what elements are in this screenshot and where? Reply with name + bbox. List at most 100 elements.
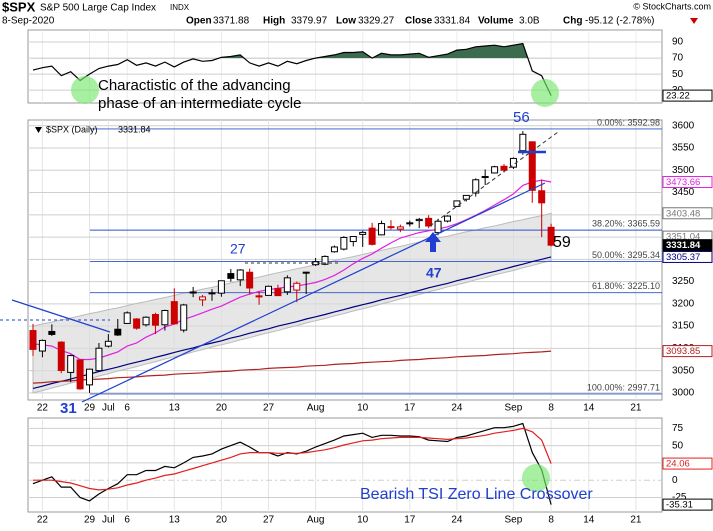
candle-body [302, 271, 310, 274]
candle-body [500, 165, 508, 171]
candle-body [462, 194, 470, 200]
x-tick-label: 8 [548, 515, 554, 526]
indicator-line [32, 42, 552, 96]
x-tick-label: 21 [630, 515, 642, 526]
y-tick-label: 3200 [672, 298, 695, 309]
fib-label: 50.00%: 3295.34 [592, 250, 660, 260]
candle-body [283, 277, 291, 293]
x-tick-label: 24 [451, 403, 463, 414]
candle-body [274, 288, 282, 297]
legend-value: 3331.84 [118, 124, 151, 134]
fib-label: 38.20%: 3365.59 [592, 219, 660, 229]
candle-body [453, 200, 461, 207]
x-tick-label: 20 [216, 515, 228, 526]
wave-label: 47 [426, 265, 442, 281]
volume-value: 3.0B [519, 16, 540, 27]
candle-body [114, 328, 122, 336]
copyright: © StockCharts.com [633, 1, 711, 11]
candle-body [142, 316, 150, 326]
candle-body [293, 282, 301, 291]
candle-body [104, 340, 112, 347]
value-tag [662, 498, 713, 511]
x-tick-label: Jul [102, 403, 115, 414]
y-tick-label: 0 [672, 475, 678, 486]
x-tick-label: 22 [37, 515, 49, 526]
candle-body [434, 220, 442, 234]
candle-body [538, 190, 546, 204]
exchange: INDX [170, 3, 190, 12]
candle-body [38, 339, 46, 352]
candle-body [547, 226, 555, 246]
candle-body [151, 314, 159, 326]
candle-body [378, 223, 386, 236]
value-tag [662, 239, 713, 252]
candle-body [123, 312, 131, 324]
x-tick-label: 21 [630, 403, 642, 414]
y-tick-label: 70 [672, 53, 684, 64]
fib-label: 61.80%: 3225.10 [592, 281, 660, 291]
value-tag-label: 23.22 [666, 91, 690, 102]
chg-label: Chg [563, 16, 582, 27]
candle-body [406, 222, 414, 225]
candle-body [180, 304, 188, 331]
annotation: Charactistic of the advancing [98, 77, 291, 94]
wave-label: 31 [60, 400, 77, 417]
candle-body [425, 217, 433, 227]
moving-average [32, 256, 552, 389]
lower-panel-frame [27, 417, 663, 513]
y-tick-label: 3150 [672, 321, 695, 332]
legend-icon [35, 127, 42, 133]
candle-body [321, 255, 329, 265]
candle-body [217, 280, 225, 294]
y-tick-label: 3000 [672, 388, 695, 399]
wave-label: 56 [513, 109, 530, 126]
highlight-circle [531, 79, 559, 107]
candle-body [349, 236, 357, 243]
y-tick-label: 50 [672, 69, 684, 80]
candle-body [443, 215, 451, 222]
x-tick-label: 17 [404, 403, 416, 414]
x-tick-label: 27 [263, 515, 275, 526]
moving-average [32, 350, 552, 384]
chg-value: -95.12 (-2.78%) [585, 16, 654, 27]
value-tag [662, 250, 713, 263]
annotation-shapes [0, 76, 559, 492]
trend-line [81, 182, 546, 403]
y-tick-label: 3250 [672, 276, 695, 287]
legend-label: $SPX (Daily) [46, 124, 98, 134]
value-tag [662, 89, 713, 102]
x-tick-label: 14 [583, 403, 595, 414]
x-tick-label: 20 [216, 403, 228, 414]
y-tick-label: 3500 [672, 165, 695, 176]
up-arrow [425, 232, 441, 252]
value-tag [662, 207, 713, 220]
x-tick-label: 22 [37, 403, 49, 414]
low-value: 3329.27 [358, 16, 395, 27]
value-tag-label: 3331.84 [666, 240, 701, 251]
date: 8-Sep-2020 [2, 16, 55, 27]
trend-line [11, 299, 111, 333]
candle-body [387, 226, 395, 229]
value-tag-label: 3403.48 [666, 208, 700, 219]
candle-body [57, 341, 65, 371]
candle-body [170, 301, 178, 325]
value-tag-label: 3473.66 [666, 177, 700, 188]
x-tick-label: 8 [548, 403, 554, 414]
main-panel-frame [27, 119, 663, 401]
x-tick-label: 10 [357, 403, 369, 414]
candle-body [86, 368, 94, 386]
x-tick-label: 29 [84, 403, 96, 414]
candle-body [528, 141, 536, 191]
annotation: phase of an intermediate cycle [98, 95, 301, 112]
y-tick-label: 3450 [672, 187, 695, 198]
y-tick-label: 3600 [672, 120, 695, 131]
x-tick-label: Sep [505, 403, 523, 414]
value-tag-label: 3093.85 [666, 346, 700, 357]
x-tick-label: Aug [307, 403, 325, 414]
x-tick-label: 27 [263, 403, 275, 414]
fib-label: 100.00%: 2997.71 [587, 382, 660, 392]
candle-body [491, 166, 499, 174]
candle-body [236, 269, 244, 281]
